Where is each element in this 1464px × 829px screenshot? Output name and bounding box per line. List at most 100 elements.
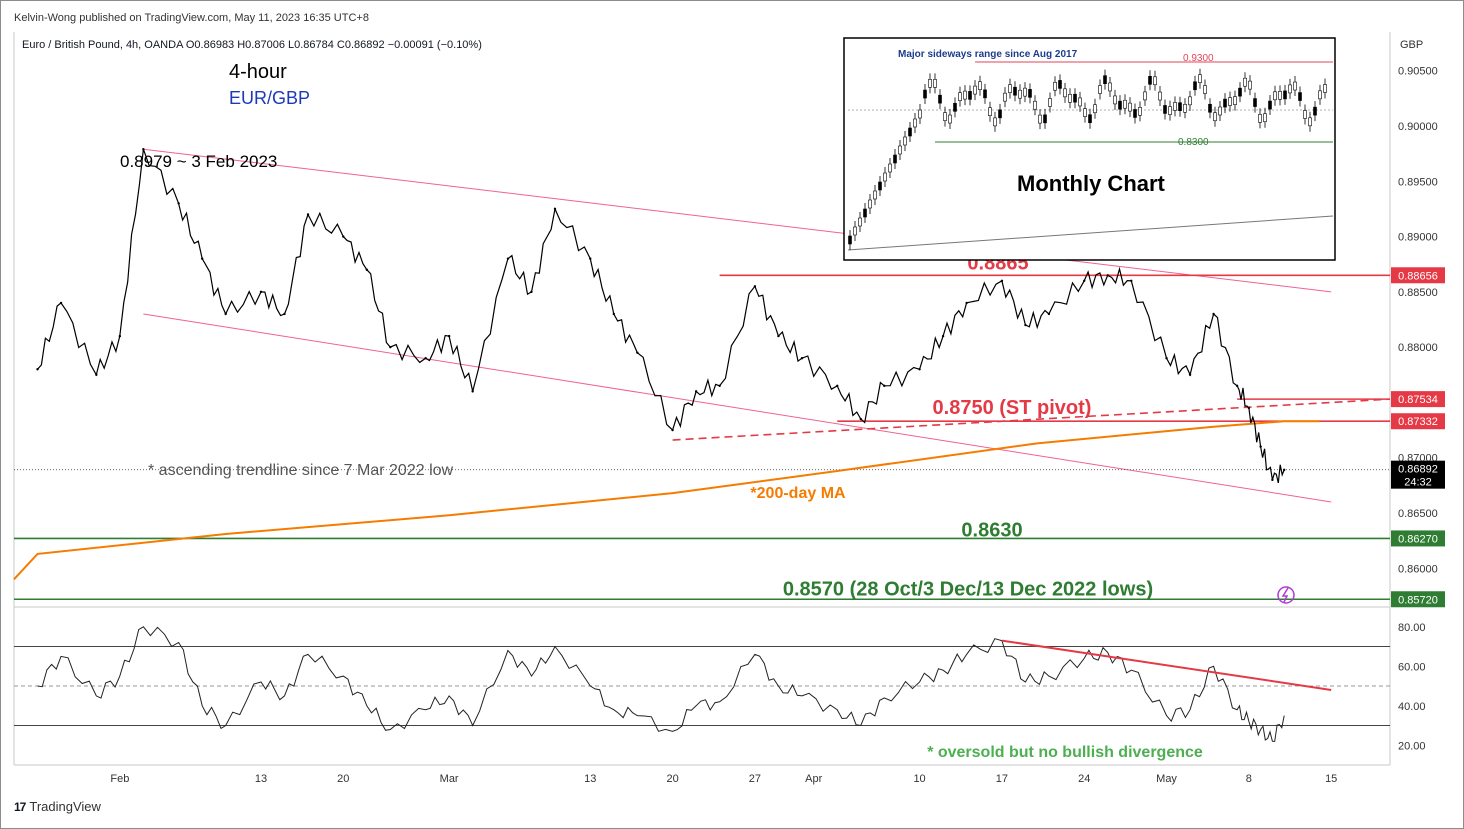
price-tick-label: 0.88000 (1398, 342, 1438, 354)
trendline-annotation: * ascending trendline since 7 Mar 2022 l… (148, 462, 454, 479)
inset-monthly-chart: Major sideways range since Aug 2017 0.93… (843, 37, 1336, 261)
inset-candle-body (928, 79, 932, 88)
inset-candle-body (1248, 80, 1252, 90)
inset-candle-body (903, 136, 907, 146)
rsi-tick-label: 40.00 (1398, 701, 1426, 713)
inset-candle-body (988, 107, 992, 116)
level-label-support-2: 0.8570 (28 Oct/3 Dec/13 Dec 2022 lows) (783, 578, 1153, 600)
inset-candle-body (873, 190, 877, 200)
price-tick-label: 0.89500 (1398, 176, 1438, 188)
time-tick-label: Mar (440, 773, 459, 785)
inset-candle-body (1158, 91, 1162, 101)
inset-candle-body (1023, 87, 1027, 97)
inset-candle-body (1193, 81, 1197, 91)
price-point (283, 312, 286, 316)
last-price-tag: 0.86892 (1398, 464, 1438, 476)
time-tick-label: Apr (805, 773, 822, 785)
channel-upper-line (143, 148, 1332, 293)
inset-candle-body (1098, 85, 1102, 94)
inset-candle-body (913, 118, 917, 128)
countdown-tag: 24:32 (1404, 477, 1432, 489)
inset-candle-body (1033, 100, 1037, 110)
price-point (365, 268, 369, 271)
inset-candles (848, 68, 1327, 250)
level-label-support-1: 0.8630 (961, 519, 1022, 541)
inset-candle-body (948, 114, 952, 124)
price-point (118, 334, 122, 338)
bolt-icon[interactable] (1277, 586, 1295, 604)
inset-candle-body (953, 103, 957, 112)
price-point (1106, 274, 1109, 277)
inset-candle-body (1148, 76, 1152, 85)
inset-candle-body (1208, 103, 1212, 113)
inset-title: Monthly Chart (1017, 171, 1166, 196)
inset-candle-body (1058, 80, 1062, 89)
inset-candle-body (1018, 89, 1022, 99)
price-point (1247, 406, 1251, 410)
price-tag-resistance: 0.88656 (1398, 270, 1438, 282)
time-tick-label: 27 (749, 773, 761, 785)
horizontal-levels (14, 274, 1391, 601)
price-point (1024, 323, 1027, 327)
price-point (142, 148, 145, 151)
price-tag-bg-trendline-tag (1391, 391, 1445, 408)
inset-candle-body (998, 109, 1002, 119)
inset-candle-body (1083, 108, 1087, 117)
inset-candle-body (1243, 77, 1247, 87)
price-point (553, 207, 557, 211)
price-tick-label: 0.90000 (1398, 121, 1438, 133)
rsi-note: * oversold but no bullish divergence (927, 744, 1203, 761)
inset-candle-body (963, 90, 967, 100)
inset-candle-body (1253, 98, 1257, 107)
time-tick-label: 13 (584, 773, 596, 785)
inset-candle-body (1233, 96, 1237, 105)
inset-candle-body (1278, 91, 1282, 100)
time-tick-label: 20 (337, 773, 349, 785)
brand-name: TradingView (29, 799, 101, 814)
price-point (59, 301, 63, 305)
price-tag-bg-resistance (1391, 267, 1445, 284)
inset-candle-body (1143, 91, 1147, 101)
price-point (753, 285, 757, 288)
inset-candle-body (1238, 87, 1242, 97)
rsi-tick-label: 80.00 (1398, 622, 1426, 634)
inset-candle-body (1188, 96, 1192, 106)
inset-candle-body (868, 199, 872, 209)
inset-candle-body (1113, 95, 1117, 105)
inset-candle-body (1128, 102, 1132, 112)
price-tag-support-2: 0.85720 (1398, 594, 1438, 606)
inset-candle-body (1178, 102, 1182, 111)
price-tag-support-1: 0.86270 (1398, 533, 1438, 545)
inset-candle-body (933, 79, 937, 88)
inset-candle-body (1268, 100, 1272, 110)
price-point (224, 312, 227, 316)
price-point (1188, 373, 1192, 376)
inset-candle-body (1118, 100, 1122, 110)
price-tag-bg-support-1 (1391, 530, 1445, 547)
price-point (1047, 312, 1051, 316)
rsi-divergence-line (1001, 639, 1332, 691)
symbol-line: Euro / British Pound, 4h, OANDA O0.86983… (22, 39, 482, 51)
channel-lower-line (143, 313, 1332, 503)
inset-candle-body (943, 112, 947, 121)
inset-candle-body (978, 81, 982, 91)
inset-candle-body (1138, 107, 1142, 116)
inset-candle-body (908, 127, 912, 137)
inset-candle-body (1123, 99, 1127, 109)
inset-candle-body (1203, 85, 1207, 94)
inset-candle-body (1218, 106, 1222, 116)
inset-candle-body (853, 226, 857, 236)
tradingview-brand[interactable]: 17 TradingView (14, 799, 101, 814)
price-point (1259, 445, 1262, 448)
time-axis: Feb 13 20 Mar 13 20 27 Apr 10 17 24 May 8 15 (110, 773, 1337, 785)
inset-candle-body (1103, 75, 1107, 84)
price-point (530, 290, 533, 294)
inset-candle-body (1048, 98, 1052, 107)
inset-candle-body (1108, 82, 1112, 92)
price-point (636, 351, 639, 354)
price-point (1235, 384, 1239, 388)
inset-candle-body (1043, 114, 1047, 124)
price-point (1165, 357, 1168, 360)
